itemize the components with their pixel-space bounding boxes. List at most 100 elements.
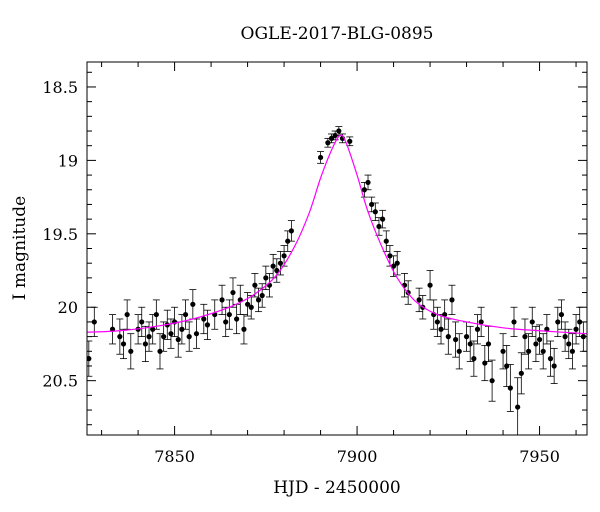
data-marker (463, 334, 470, 340)
x-tick-label: 7950 (519, 447, 560, 466)
data-marker (186, 334, 192, 340)
y-axis-label: I magnitude (10, 196, 30, 300)
data-point (182, 299, 190, 330)
data-point (247, 295, 255, 320)
data-point (284, 230, 292, 252)
data-point (123, 299, 131, 330)
data-point (510, 306, 518, 338)
data-point (222, 306, 230, 338)
data-point (415, 287, 423, 313)
data-marker (288, 228, 294, 234)
data-marker (580, 334, 586, 340)
data-marker (120, 341, 127, 347)
data-marker (241, 326, 247, 332)
data-point (448, 284, 456, 315)
data-point (185, 321, 193, 352)
data-marker (529, 319, 535, 325)
data-point (514, 377, 522, 435)
data-marker (387, 253, 393, 259)
data-point (579, 321, 587, 352)
data-marker (515, 404, 521, 410)
data-point (116, 318, 124, 355)
data-marker (190, 301, 196, 307)
data-marker (500, 348, 506, 354)
data-marker (168, 331, 174, 337)
data-point (477, 306, 485, 338)
data-point (539, 333, 547, 370)
data-point (550, 347, 558, 385)
y-tick-label: 18.5 (42, 78, 78, 97)
data-marker (361, 187, 367, 193)
data-marker (332, 132, 338, 139)
data-point (525, 333, 533, 370)
data-marker (259, 292, 265, 299)
plot-area: 7850 7900 7950 18.5 19 19.5 20 20.5 (42, 62, 587, 466)
data-point (189, 289, 197, 320)
data-marker (547, 356, 554, 362)
data-marker (526, 348, 532, 354)
y-tick-label: 19.5 (42, 225, 78, 244)
data-point (426, 270, 434, 301)
data-point (273, 258, 281, 283)
x-axis-label: HJD - 2450000 (273, 478, 401, 498)
data-point (481, 345, 489, 382)
y-tick-label: 20.5 (42, 372, 78, 391)
data-marker (150, 326, 156, 332)
data-marker (244, 301, 251, 307)
y-tick-label: 20 (58, 298, 78, 317)
data-point (433, 306, 441, 338)
data-point (145, 321, 153, 352)
data-point (470, 340, 478, 377)
data-marker (226, 311, 232, 318)
data-point (568, 333, 576, 370)
data-marker (533, 341, 539, 347)
data-marker (281, 253, 287, 259)
data-point (393, 251, 401, 276)
data-point (499, 333, 507, 370)
data-point (192, 318, 200, 349)
data-marker (438, 326, 444, 332)
data-point (127, 333, 135, 370)
data-marker (456, 348, 462, 354)
data-point (287, 220, 295, 242)
data-point (379, 209, 387, 229)
data-marker (336, 128, 342, 134)
data-marker (478, 319, 484, 325)
model-curve (87, 134, 587, 335)
data-marker (182, 311, 189, 318)
data-marker (383, 238, 389, 244)
data-point (244, 292, 252, 317)
data-marker (427, 282, 433, 288)
data-marker (536, 336, 543, 343)
data-point (455, 333, 463, 370)
data-marker (518, 370, 524, 376)
data-point (517, 352, 525, 395)
data-point (488, 359, 496, 402)
data-marker (380, 216, 386, 222)
data-point (178, 314, 186, 345)
data-marker (277, 260, 284, 266)
data-point (156, 333, 164, 370)
data-point (532, 325, 540, 362)
data-point (225, 299, 233, 330)
data-point (444, 318, 452, 355)
data-marker (274, 267, 280, 274)
data-marker (445, 334, 451, 340)
data-marker (124, 311, 130, 318)
data-point (371, 202, 379, 221)
x-tick-label: 7900 (337, 447, 378, 466)
data-marker (317, 154, 324, 161)
data-marker (507, 385, 513, 391)
data-marker (394, 260, 400, 266)
data-marker (146, 334, 152, 340)
data-marker (153, 311, 159, 318)
data-point (452, 321, 460, 358)
data-marker (255, 297, 262, 303)
data-point (484, 325, 492, 362)
data-marker (87, 356, 92, 362)
data-point (211, 299, 219, 330)
data-point (557, 299, 565, 330)
data-marker (325, 140, 331, 146)
data-point (561, 321, 569, 352)
data-marker (489, 378, 495, 384)
